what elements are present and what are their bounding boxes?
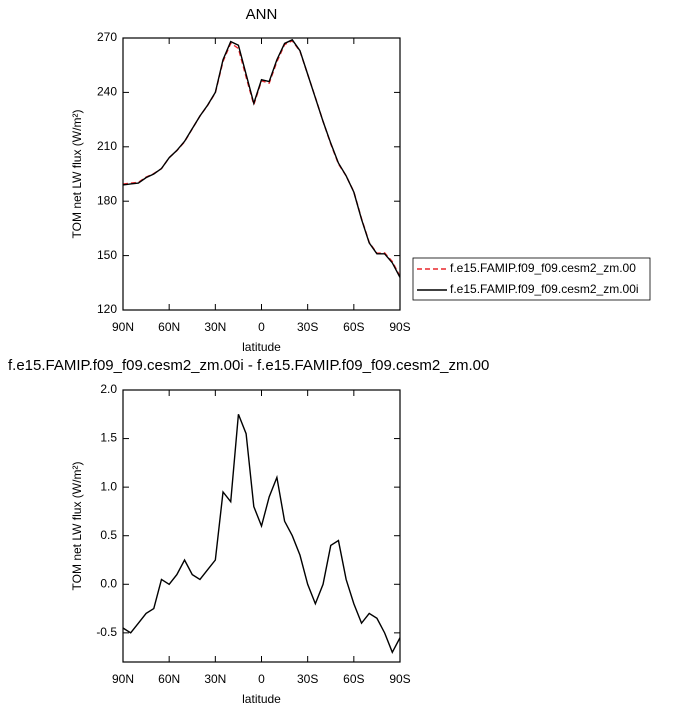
x-tick-label: 90S — [389, 320, 410, 334]
y-tick-label: 240 — [97, 85, 117, 99]
legend-box — [412, 257, 651, 301]
x-tick-label: 60S — [343, 320, 364, 334]
x-axis-label: latitude — [242, 692, 281, 706]
x-tick-label: 30S — [297, 320, 318, 334]
x-tick-label: 30S — [297, 672, 318, 686]
y-tick-label: 120 — [97, 302, 117, 316]
y-tick-label: 1.0 — [100, 479, 117, 493]
y-tick-label: 0.0 — [100, 576, 117, 590]
x-tick-label: 30N — [204, 672, 226, 686]
x-axis-label: latitude — [242, 340, 281, 354]
plot-frame — [122, 37, 401, 311]
x-tick-label: 60N — [158, 672, 180, 686]
x-tick-label: 0 — [258, 672, 265, 686]
x-tick-label: 90N — [112, 320, 134, 334]
data-line — [123, 39, 400, 277]
y-tick-label: 180 — [97, 193, 117, 207]
x-tick-label: 30N — [204, 320, 226, 334]
y-tick-label: 210 — [97, 139, 117, 153]
legend-label: f.e15.FAMIP.f09_f09.cesm2_zm.00 — [450, 261, 636, 275]
x-tick-label: 0 — [258, 320, 265, 334]
x-tick-label: 60S — [343, 672, 364, 686]
plot-frame — [122, 389, 401, 663]
chart-title: ANN — [246, 6, 278, 23]
chart-title: f.e15.FAMIP.f09_f09.cesm2_zm.00i - f.e15… — [8, 357, 489, 374]
y-axis-label: TOM net LW flux (W/m²) — [70, 110, 84, 239]
y-tick-label: 150 — [97, 248, 117, 262]
y-tick-label: 2.0 — [100, 382, 117, 396]
legend-label: f.e15.FAMIP.f09_f09.cesm2_zm.00i — [450, 282, 639, 296]
y-tick-label: 270 — [97, 30, 117, 44]
data-line — [123, 38, 400, 278]
data-line — [123, 414, 400, 654]
x-tick-label: 90N — [112, 672, 134, 686]
y-tick-label: 0.5 — [100, 528, 117, 542]
y-axis-label: TOM net LW flux (W/m²) — [70, 462, 84, 591]
y-tick-label: 1.5 — [100, 431, 117, 445]
x-tick-label: 60N — [158, 320, 180, 334]
y-tick-label: -0.5 — [96, 625, 117, 639]
x-tick-label: 90S — [389, 672, 410, 686]
